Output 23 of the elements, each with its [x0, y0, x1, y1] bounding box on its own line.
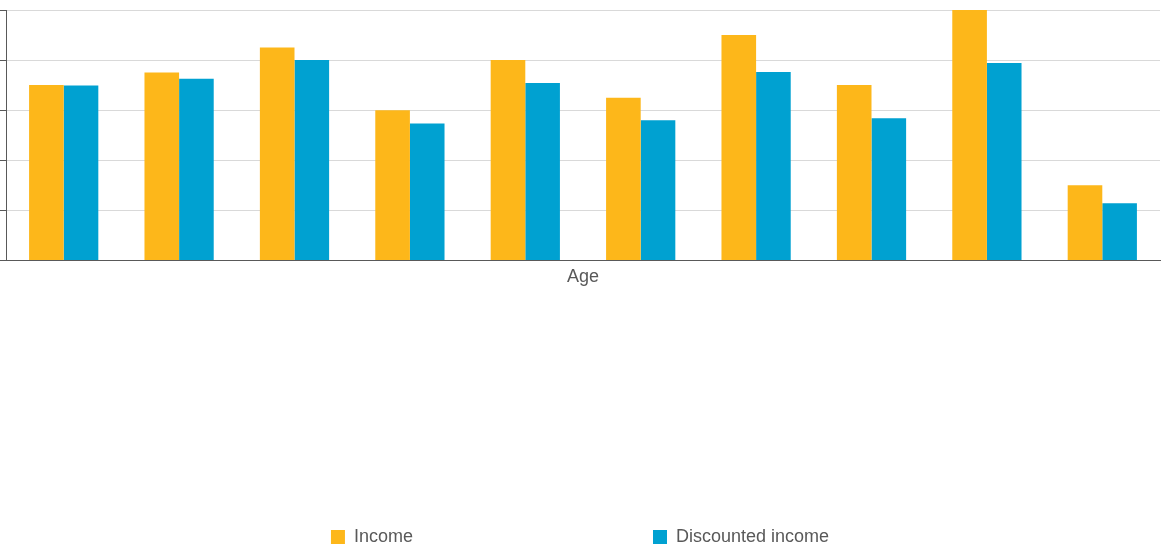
bar: [756, 72, 791, 260]
bar: [606, 97, 641, 260]
bar: [721, 35, 757, 260]
legend-label: Income: [353, 525, 413, 546]
bar: [490, 60, 526, 260]
bar: [836, 85, 872, 260]
bar: [294, 60, 330, 260]
bar: [1067, 185, 1103, 260]
bar: [525, 83, 560, 260]
bar: [144, 72, 180, 260]
bar: [259, 47, 295, 260]
bar: [871, 118, 907, 260]
bar: [179, 78, 214, 260]
legend-label: Discounted income: [675, 525, 830, 546]
bar: [409, 123, 445, 260]
bar: [63, 85, 99, 260]
bar: [640, 120, 676, 260]
bar: [29, 85, 64, 260]
x-axis-title: Age: [566, 266, 600, 287]
bar: [986, 63, 1022, 260]
bar: [1102, 203, 1137, 260]
bar: [375, 110, 410, 260]
bar: [952, 10, 987, 260]
